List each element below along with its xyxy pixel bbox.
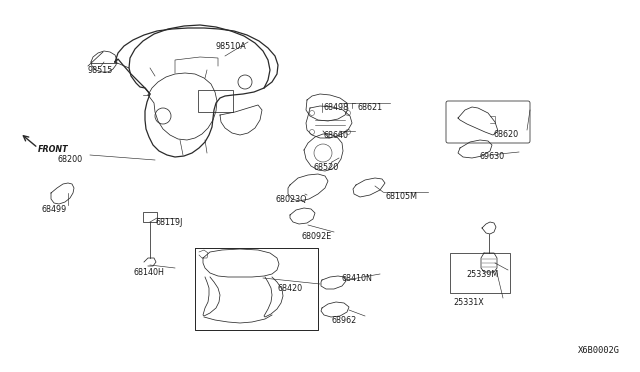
- Text: 68140H: 68140H: [133, 268, 164, 277]
- Text: 98515: 98515: [88, 66, 113, 75]
- Text: 68092E: 68092E: [302, 232, 332, 241]
- Text: 68420: 68420: [277, 284, 302, 293]
- Text: 68499: 68499: [42, 205, 67, 214]
- Text: 25339M: 25339M: [466, 270, 499, 279]
- Text: 68962: 68962: [332, 316, 357, 325]
- Text: 68200: 68200: [57, 155, 82, 164]
- Text: 68023Q: 68023Q: [275, 195, 307, 204]
- Text: 68620: 68620: [493, 130, 518, 139]
- Bar: [143, 212, 157, 222]
- Text: X6B0002G: X6B0002G: [578, 346, 620, 355]
- Text: 68410N: 68410N: [342, 274, 373, 283]
- Text: 68640: 68640: [323, 131, 348, 140]
- Text: 68498: 68498: [323, 103, 348, 112]
- Bar: [198, 90, 233, 112]
- Bar: [450, 253, 510, 293]
- Text: 68621: 68621: [358, 103, 383, 112]
- Text: FRONT: FRONT: [38, 145, 68, 154]
- Text: 68119J: 68119J: [156, 218, 184, 227]
- Text: 68105M: 68105M: [386, 192, 418, 201]
- Text: 25331X: 25331X: [453, 298, 484, 307]
- Text: 98510A: 98510A: [215, 42, 246, 51]
- Text: 68520: 68520: [313, 163, 339, 172]
- Text: 69630: 69630: [479, 152, 504, 161]
